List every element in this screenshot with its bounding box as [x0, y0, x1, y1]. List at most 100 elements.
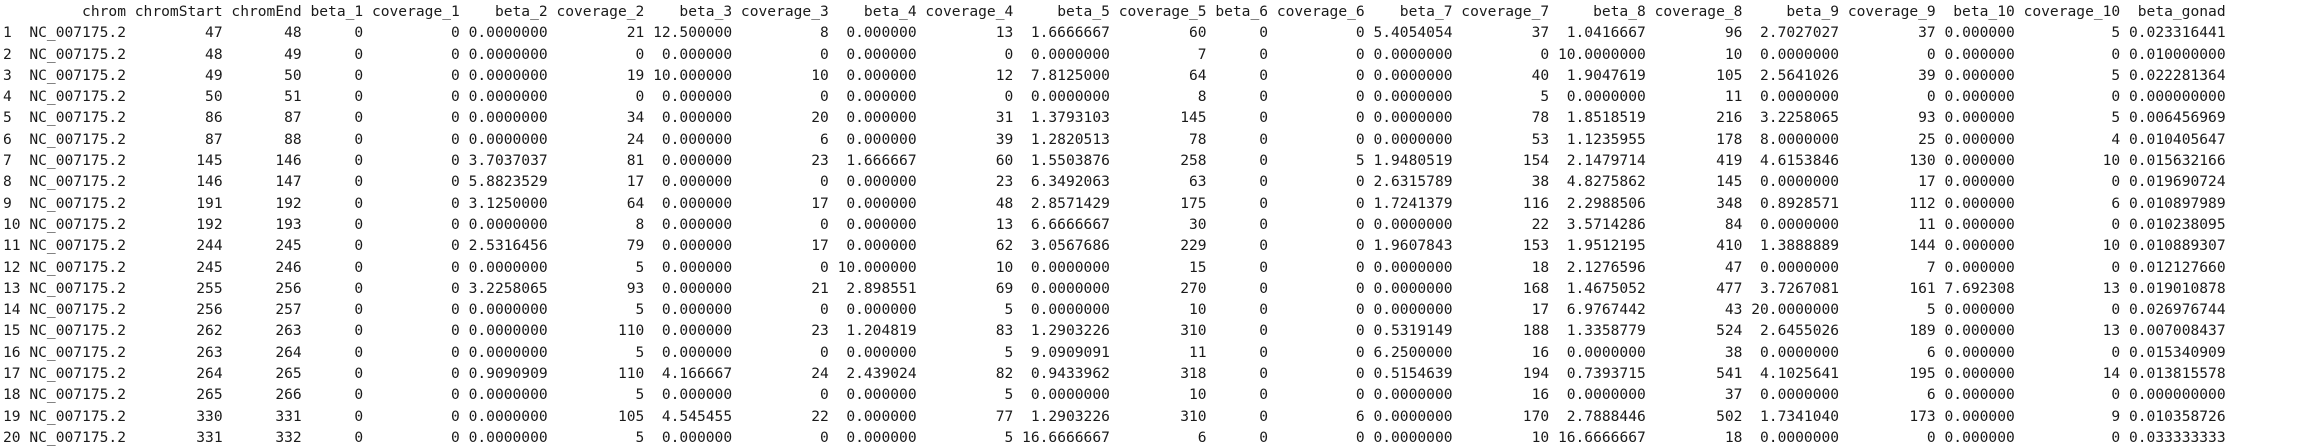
cell-coverage-7: 16 — [1531, 386, 1550, 404]
cell-coverage-1: 0 — [451, 279, 460, 297]
cell-coverage-10: 13 — [2102, 322, 2121, 340]
cell-beta-5: 0.0000000 — [1030, 88, 1110, 106]
cell-coverage-7: 188 — [1522, 322, 1550, 340]
cell-coverage-7: 18 — [1531, 258, 1550, 276]
cell-beta-2: 0.0000000 — [468, 66, 548, 84]
row-name: 4 — [3, 88, 12, 106]
cell-chromend: 257 — [275, 301, 302, 319]
cell-coverage-6: 0 — [1355, 279, 1365, 297]
cell-beta-6: 0 — [1259, 343, 1269, 361]
cell-beta-8: 1.8518519 — [1566, 109, 1646, 127]
cell-coverage-1: 0 — [451, 130, 460, 148]
cell-coverage-5: 175 — [1180, 194, 1207, 212]
row-name: 13 — [3, 279, 21, 297]
cell-beta-8: 1.1235955 — [1566, 130, 1646, 148]
cell-coverage-8: 216 — [1716, 109, 1743, 127]
table-row: 20 NC_007175.2 331 332 0 0 0.0000000 5 0.000000 0… — [3, 427, 2226, 448]
cell-beta-3: 0.000000 — [661, 130, 733, 148]
column-header-coverage-6: coverage_6 — [1276, 3, 1365, 20]
cell-beta-10: 0.000000 — [1944, 173, 2015, 191]
column-header-beta-4: beta_4 — [863, 3, 917, 20]
row-name: 1 — [3, 24, 12, 42]
cell-chrom: NC_007175.2 — [29, 173, 126, 191]
cell-coverage-6: 0 — [1355, 343, 1365, 361]
cell-beta-1: 0 — [354, 279, 364, 297]
cell-beta-2: 0.0000000 — [468, 109, 548, 127]
cell-beta-1: 0 — [354, 343, 364, 361]
column-header-beta-9: beta_9 — [1786, 3, 1840, 20]
cell-coverage-2: 64 — [626, 194, 645, 212]
cell-beta-3: 0.000000 — [661, 109, 733, 127]
cell-coverage-5: 11 — [1188, 343, 1207, 361]
cell-coverage-10: 0 — [2111, 88, 2121, 106]
row-name: 16 — [3, 343, 21, 361]
cell-beta-4: 0.000000 — [846, 301, 917, 319]
column-header-chrom: chrom — [82, 3, 126, 20]
cell-beta-4: 1.666667 — [846, 152, 917, 170]
cell-beta-9: 0.0000000 — [1760, 428, 1840, 446]
cell-coverage-10: 0 — [2111, 173, 2121, 191]
cell-beta-4: 10.000000 — [837, 258, 917, 276]
cell-coverage-4: 82 — [995, 365, 1014, 383]
cell-chrom: NC_007175.2 — [29, 343, 126, 361]
cell-coverage-8: 47 — [1724, 258, 1743, 276]
cell-coverage-1: 0 — [451, 45, 460, 63]
cell-beta-9: 0.0000000 — [1760, 258, 1840, 276]
table-row: 14 NC_007175.2 256 257 0 0 0.0000000 5 0.000000 0… — [3, 299, 2226, 320]
cell-coverage-4: 5 — [1004, 343, 1014, 361]
cell-beta-5: 1.3793103 — [1030, 109, 1110, 127]
table-row: 8 NC_007175.2 146 147 0 0 5.8823529 17 0.000000 0… — [3, 171, 2226, 192]
cell-beta-6: 0 — [1259, 173, 1269, 191]
cell-coverage-6: 0 — [1355, 194, 1365, 212]
cell-beta-7: 1.9480519 — [1373, 152, 1453, 170]
cell-beta-4: 0.000000 — [846, 24, 917, 42]
row-name: 11 — [3, 237, 21, 255]
cell-beta-2: 0.9090909 — [468, 365, 548, 383]
cell-coverage-10: 13 — [2102, 279, 2121, 297]
cell-coverage-2: 21 — [626, 24, 645, 42]
cell-beta-10: 0.000000 — [1944, 407, 2015, 425]
cell-coverage-9: 189 — [1909, 322, 1936, 340]
cell-beta-3: 0.000000 — [661, 152, 733, 170]
cell-beta-3: 0.000000 — [661, 386, 733, 404]
cell-coverage-3: 17 — [811, 237, 829, 255]
cell-beta-2: 2.5316456 — [468, 237, 548, 255]
cell-chromstart: 245 — [196, 258, 223, 276]
cell-beta-9: 2.6455026 — [1760, 322, 1840, 340]
cell-coverage-4: 77 — [995, 407, 1014, 425]
cell-coverage-6: 5 — [1355, 152, 1365, 170]
cell-beta-9: 8.0000000 — [1760, 130, 1840, 148]
cell-chromstart: 50 — [205, 88, 223, 106]
cell-coverage-3: 8 — [819, 24, 829, 42]
table-row: 17 NC_007175.2 264 265 0 0 0.9090909 110 4.16666… — [3, 363, 2226, 384]
cell-chromstart: 264 — [196, 365, 223, 383]
cell-coverage-1: 0 — [451, 152, 460, 170]
cell-beta-8: 1.4675052 — [1566, 279, 1646, 297]
cell-beta-1: 0 — [354, 215, 364, 233]
cell-beta-gonad: 0.026976744 — [2128, 301, 2226, 319]
cell-beta-1: 0 — [354, 322, 364, 340]
table-row: 7 NC_007175.2 145 146 0 0 3.7037037 81 0.000000 2… — [3, 150, 2226, 171]
cell-beta-gonad: 0.010000000 — [2128, 45, 2226, 63]
cell-beta-5: 6.6666667 — [1030, 215, 1110, 233]
cell-beta-6: 0 — [1259, 407, 1269, 425]
cell-coverage-9: 6 — [1926, 343, 1936, 361]
cell-beta-4: 2.898551 — [846, 279, 917, 297]
cell-coverage-9: 6 — [1926, 386, 1936, 404]
cell-coverage-1: 0 — [451, 88, 460, 106]
cell-beta-5: 16.6666667 — [1022, 428, 1110, 446]
cell-coverage-8: 419 — [1716, 152, 1743, 170]
cell-beta-4: 0.000000 — [846, 130, 917, 148]
cell-coverage-6: 0 — [1355, 24, 1365, 42]
cell-beta-2: 3.7037037 — [468, 152, 548, 170]
cell-beta-2: 5.8823529 — [468, 173, 548, 191]
cell-beta-5: 2.8571429 — [1030, 194, 1110, 212]
cell-beta-7: 0.0000000 — [1373, 301, 1453, 319]
cell-coverage-2: 24 — [626, 130, 645, 148]
cell-beta-gonad: 0.010897989 — [2128, 194, 2226, 212]
cell-beta-5: 0.0000000 — [1030, 45, 1110, 63]
cell-beta-10: 0.000000 — [1944, 237, 2015, 255]
cell-beta-7: 0.0000000 — [1373, 258, 1453, 276]
cell-beta-4: 0.000000 — [846, 88, 917, 106]
cell-coverage-1: 0 — [451, 365, 460, 383]
